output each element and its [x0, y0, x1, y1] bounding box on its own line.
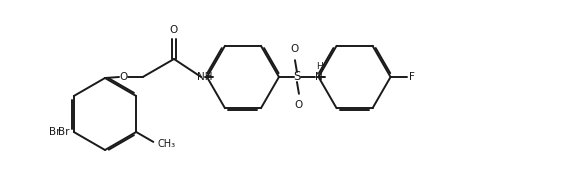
Text: F: F — [408, 72, 414, 82]
Text: O: O — [170, 25, 178, 35]
Text: O: O — [295, 100, 303, 110]
Text: CH₃: CH₃ — [157, 139, 176, 149]
Text: S: S — [293, 70, 301, 84]
Text: N: N — [314, 72, 323, 82]
Text: NH: NH — [198, 72, 213, 82]
Text: H: H — [316, 62, 323, 71]
Text: O: O — [119, 72, 127, 82]
Text: Br: Br — [50, 127, 61, 137]
Text: O: O — [291, 44, 299, 54]
Text: Br: Br — [58, 127, 70, 137]
